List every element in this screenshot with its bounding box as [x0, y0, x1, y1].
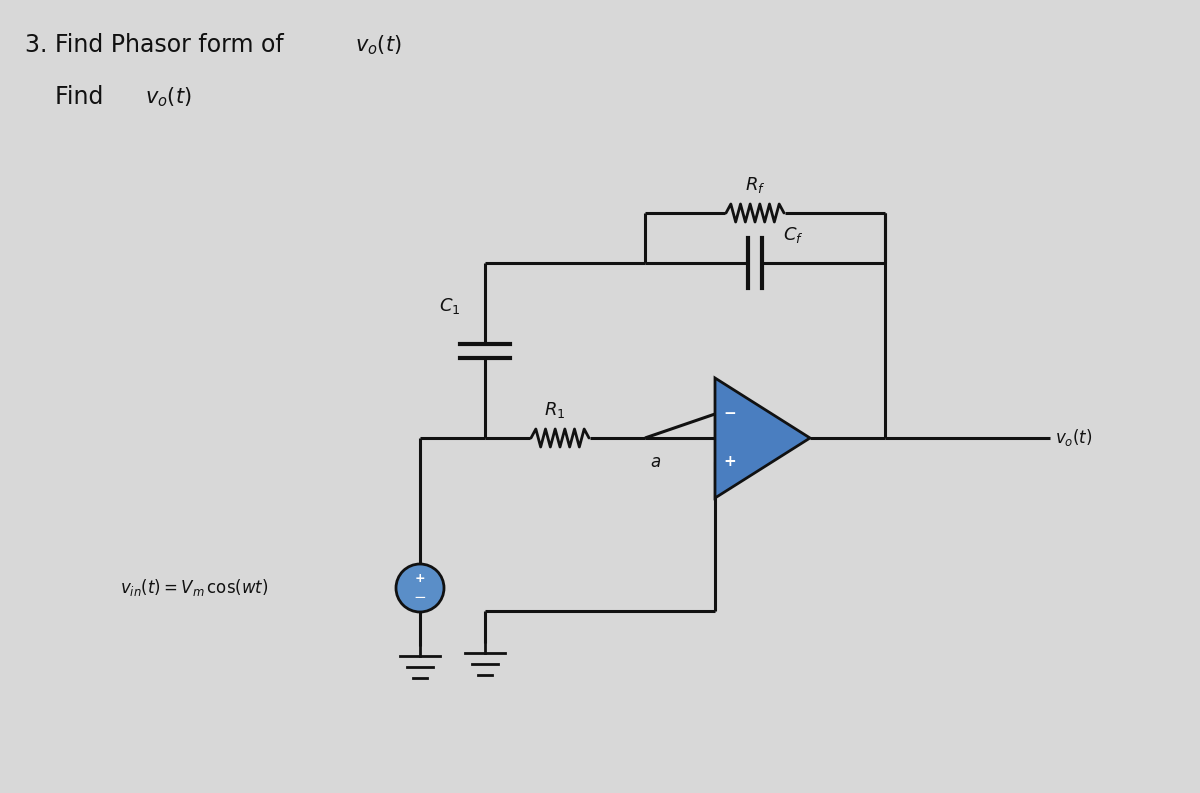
Text: 3. Find Phasor form of: 3. Find Phasor form of: [25, 33, 292, 57]
Text: $v_o(t)$: $v_o(t)$: [1055, 427, 1092, 449]
Text: $v_o(t)$: $v_o(t)$: [355, 33, 402, 56]
Text: +: +: [724, 454, 737, 469]
Text: $a$: $a$: [650, 453, 661, 471]
Text: −: −: [724, 407, 737, 422]
Text: $v_{in}(t) = V_m\,\cos(wt)$: $v_{in}(t) = V_m\,\cos(wt)$: [120, 577, 269, 599]
Text: Find: Find: [55, 85, 119, 109]
Circle shape: [396, 564, 444, 612]
Text: −: −: [414, 591, 426, 606]
Text: $C_f$: $C_f$: [784, 225, 804, 245]
Text: $v_o(t)$: $v_o(t)$: [145, 85, 192, 109]
Text: +: +: [415, 572, 425, 584]
Text: $R_1$: $R_1$: [545, 400, 565, 420]
Text: $R_f$: $R_f$: [745, 175, 766, 195]
Text: $C_1$: $C_1$: [439, 296, 461, 316]
Polygon shape: [715, 378, 810, 498]
